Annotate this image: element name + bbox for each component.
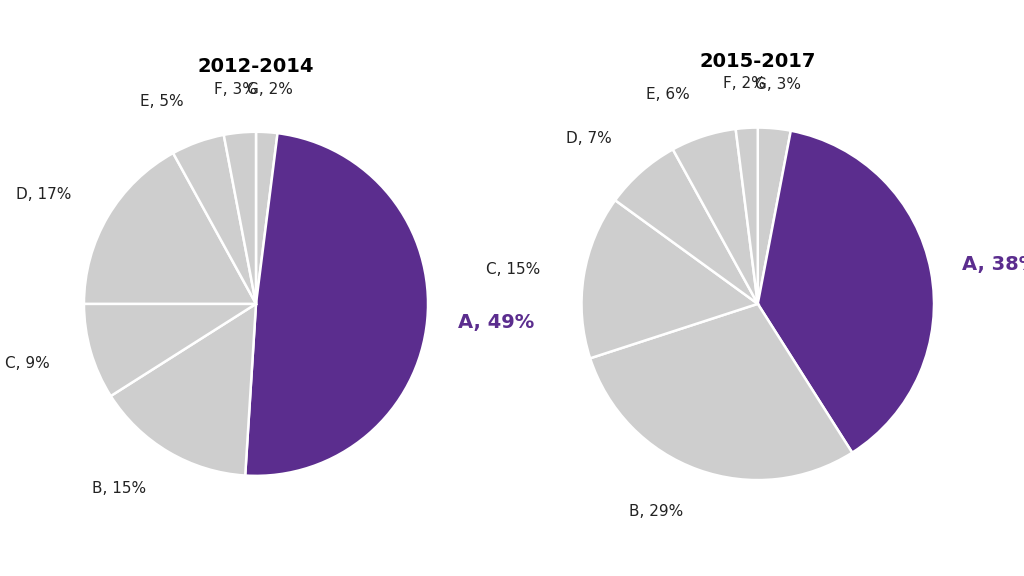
- Text: E, 5%: E, 5%: [139, 94, 183, 109]
- Text: A, 49%: A, 49%: [458, 313, 535, 332]
- Wedge shape: [173, 135, 256, 304]
- Wedge shape: [758, 127, 791, 304]
- Text: E, 6%: E, 6%: [646, 87, 690, 102]
- Title: 2015-2017: 2015-2017: [699, 52, 816, 71]
- Text: D, 7%: D, 7%: [566, 131, 612, 146]
- Wedge shape: [84, 304, 256, 396]
- Text: G, 3%: G, 3%: [756, 77, 802, 92]
- Wedge shape: [582, 200, 758, 358]
- Wedge shape: [224, 132, 256, 304]
- Text: D, 17%: D, 17%: [15, 187, 71, 202]
- Title: 2012-2014: 2012-2014: [198, 57, 314, 76]
- Wedge shape: [673, 129, 758, 304]
- Wedge shape: [84, 153, 256, 304]
- Wedge shape: [256, 132, 278, 304]
- Text: G, 2%: G, 2%: [247, 82, 293, 97]
- Wedge shape: [590, 304, 852, 480]
- Wedge shape: [111, 304, 256, 476]
- Text: C, 9%: C, 9%: [5, 357, 49, 372]
- Text: B, 15%: B, 15%: [92, 482, 146, 497]
- Wedge shape: [735, 127, 758, 304]
- Text: depict data studio: depict data studio: [13, 546, 184, 564]
- Text: A, 38%: A, 38%: [963, 255, 1024, 274]
- Wedge shape: [615, 149, 758, 304]
- Text: F, 2%: F, 2%: [723, 77, 765, 92]
- Text: C, 15%: C, 15%: [486, 262, 540, 277]
- Wedge shape: [758, 131, 934, 453]
- Text: B, 29%: B, 29%: [629, 503, 683, 518]
- Text: ABC-Funded Research: ABC-Funded Research: [13, 21, 601, 66]
- Wedge shape: [245, 133, 428, 476]
- Text: F, 3%: F, 3%: [214, 82, 257, 97]
